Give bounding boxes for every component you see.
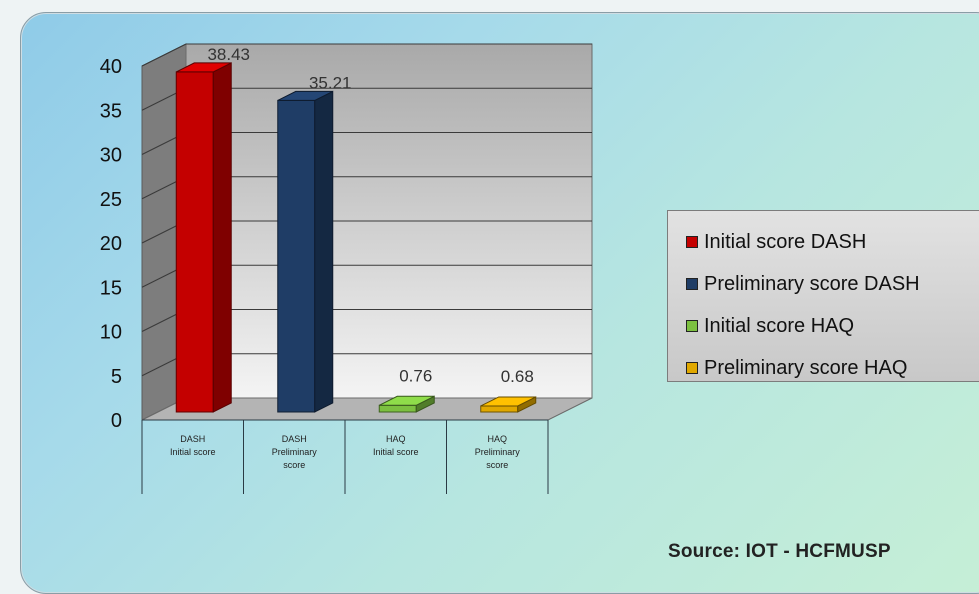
legend-swatch [686, 362, 698, 374]
y-axis-ticks: 0 5 10 15 20 25 30 35 40 [100, 56, 122, 432]
category-table: DASH Initial score DASH Preliminary score HAQ… [141, 419, 549, 494]
legend-item-preliminary-dash: Preliminary score DASH [686, 263, 979, 305]
legend-swatch [686, 320, 698, 332]
legend-item-initial-dash: Initial score DASH [686, 221, 979, 263]
legend-label: Preliminary score DASH [704, 272, 920, 295]
bar [277, 90, 334, 413]
bar [378, 395, 435, 413]
side-gridline [141, 43, 187, 67]
y-tick-label: 5 [111, 366, 122, 388]
value-labels: 38.43 35.21 0.76 0.68 [207, 45, 533, 386]
y-tick-label: 15 [100, 277, 122, 299]
category-label: Initial score [373, 447, 419, 457]
bar-front [378, 404, 417, 413]
category-label: Initial score [170, 447, 216, 457]
value-label: 0.76 [399, 366, 432, 385]
y-tick-label: 35 [100, 100, 122, 122]
bar [480, 396, 537, 413]
bar-front [277, 99, 316, 413]
bar-top [176, 62, 232, 73]
category-label: DASH [180, 434, 205, 444]
y-tick-label: 30 [100, 145, 122, 167]
category-label: score [283, 460, 305, 470]
legend-item-initial-haq: Initial score HAQ [686, 305, 979, 347]
legend-label: Preliminary score HAQ [704, 356, 908, 379]
bar-top [277, 90, 333, 101]
y-tick-label: 10 [100, 322, 122, 344]
category-label: HAQ [487, 434, 507, 444]
source-note: Source: IOT - HCFMUSP [668, 541, 891, 562]
category-label: score [486, 460, 508, 470]
bar-side [212, 62, 232, 413]
chart-bars [175, 62, 537, 413]
value-label: 0.68 [501, 367, 534, 386]
category-label: DASH [282, 434, 307, 444]
value-label: 35.21 [309, 73, 352, 92]
legend-swatch [686, 278, 698, 290]
category-label: HAQ [386, 434, 406, 444]
bar-chart: 0 5 10 15 20 25 30 35 40 38.43 35.21 0.76 0.68 DASH… [100, 43, 593, 494]
legend-swatch [686, 236, 698, 248]
y-tick-label: 20 [100, 233, 122, 255]
chart-legend: Initial score DASH Preliminary score DAS… [667, 210, 979, 382]
y-tick-label: 40 [100, 56, 122, 78]
bar-front [175, 71, 214, 413]
category-label: Preliminary [475, 447, 521, 457]
legend-label: Initial score HAQ [704, 314, 855, 337]
y-tick-label: 25 [100, 189, 122, 211]
y-tick-label: 0 [111, 410, 122, 432]
bar-top [480, 396, 536, 407]
legend-item-preliminary-haq: Preliminary score HAQ [686, 347, 979, 389]
bar-side [314, 90, 334, 413]
legend-label: Initial score DASH [704, 230, 867, 253]
category-label: Preliminary [272, 447, 318, 457]
value-label: 38.43 [207, 45, 250, 64]
bar [175, 62, 232, 413]
bar-top [379, 395, 435, 406]
bar-front [480, 405, 519, 413]
